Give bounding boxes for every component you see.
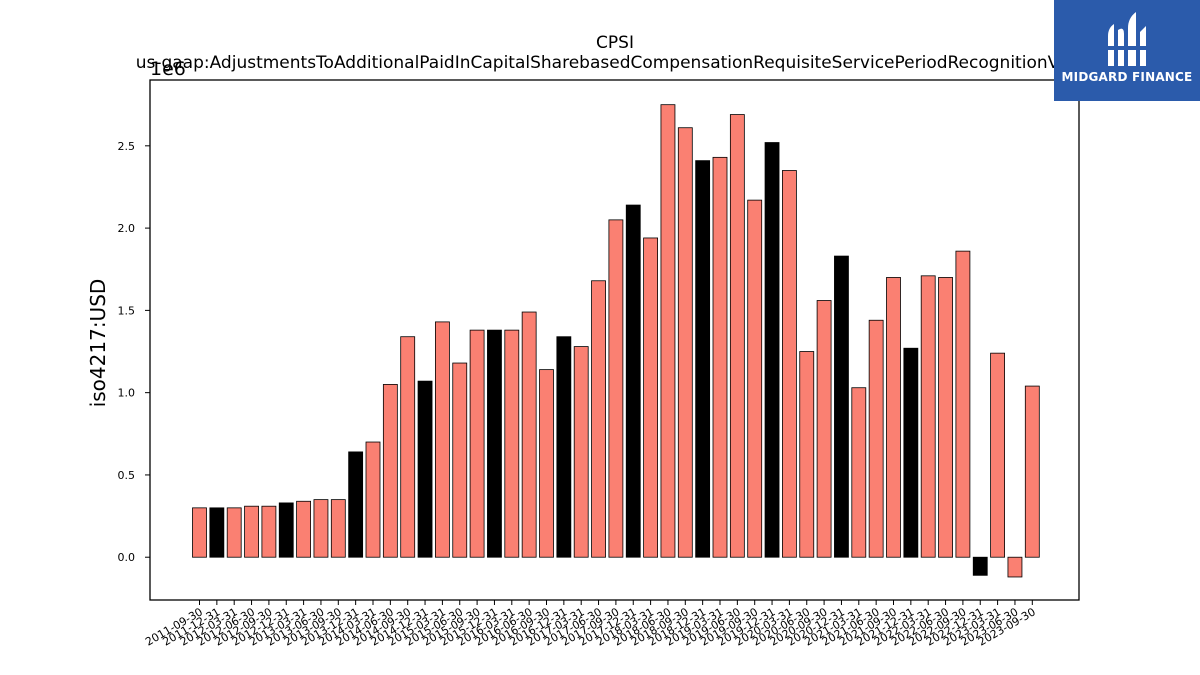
bar-2014-09-30: [400, 336, 416, 558]
chart-subtitle: us-gaap:AdjustmentsToAdditionalPaidInCap…: [136, 53, 1095, 73]
midgard-finance-logo: MIDGARD FINANCE: [1054, 0, 1200, 101]
bar-2021-12-31: [903, 347, 919, 558]
bar-2013-06-30: [313, 499, 329, 558]
bar-2020-06-30: [799, 351, 815, 558]
bar-2011-09-30: [192, 507, 207, 558]
bar-2017-12-31: [625, 204, 641, 558]
bar-2018-03-31: [643, 237, 658, 558]
bar-2020-09-30: [816, 300, 832, 558]
bar-2017-03-31: [573, 346, 589, 558]
bar-2021-06-30: [868, 319, 884, 558]
bar-2023-09-30: [1024, 385, 1040, 558]
bar-2014-06-30: [382, 384, 398, 558]
bar-2017-09-30: [608, 219, 624, 558]
bar-2018-12-31: [695, 160, 711, 558]
bar-2016-09-30: [539, 369, 554, 558]
bar-2015-09-30: [469, 329, 485, 558]
bar-2019-06-30: [729, 114, 745, 558]
bar-2014-03-31: [365, 441, 381, 558]
bar-2022-03-31: [920, 275, 936, 558]
bar-2016-03-31: [504, 329, 520, 558]
bar-2021-03-31: [851, 387, 867, 558]
bar-2015-12-31: [487, 329, 502, 558]
y-tick-label: 0.5: [118, 469, 136, 482]
bar-2020-12-31: [834, 255, 849, 558]
bar-2017-06-30: [591, 280, 606, 558]
bar-2012-03-31: [226, 507, 242, 558]
y-axis-ticks: 0.0 0.5 1.0 1.5 2.0 2.5: [118, 140, 150, 564]
bar-2023-06-30: [1007, 556, 1023, 578]
bar-2013-03-31: [296, 500, 312, 558]
x-axis-ticks: 2011-09-302011-12-312012-03-312012-06-30…: [143, 600, 1038, 649]
bar-2019-09-30: [747, 199, 763, 558]
bar-2011-12-31: [209, 507, 225, 558]
bar-2012-06-30: [244, 505, 259, 558]
bar-2018-09-30: [677, 127, 693, 558]
bars-group: [192, 104, 1040, 578]
bar-2022-09-30: [955, 250, 971, 558]
bar-2023-03-31: [990, 352, 1005, 558]
y-axis-scale-label: 1e6: [150, 58, 186, 80]
bar-2013-12-31: [348, 451, 364, 558]
logo-text: MIDGARD FINANCE: [1061, 70, 1193, 84]
y-tick-label: 1.0: [118, 387, 136, 400]
bar-2015-03-31: [434, 321, 450, 558]
chart-title: CPSI: [596, 33, 634, 53]
y-tick-label: 2.5: [118, 140, 136, 153]
bar-2016-06-30: [521, 311, 537, 558]
y-tick-label: 0.0: [118, 551, 136, 564]
bar-2020-03-31: [782, 170, 797, 558]
y-tick-label: 2.0: [118, 222, 136, 235]
y-axis-label: iso4217:USD: [86, 279, 110, 408]
y-tick-label: 1.5: [118, 304, 136, 317]
bar-2012-09-30: [261, 505, 277, 558]
plot-frame: [149, 79, 1080, 601]
bar-2022-06-30: [938, 277, 953, 558]
bar-2012-12-31: [278, 502, 294, 558]
bar-2013-09-30: [330, 499, 346, 558]
bar-2021-09-30: [886, 277, 901, 558]
bar-2019-03-31: [712, 156, 728, 558]
bar-2015-06-30: [452, 362, 468, 558]
bar-2014-12-31: [417, 380, 433, 558]
bar-2018-06-30: [660, 104, 676, 558]
bar-2016-12-31: [556, 336, 572, 558]
bar-2022-12-31: [972, 556, 988, 576]
midgard-m-logo-icon: [1108, 12, 1146, 67]
bar-2019-12-31: [764, 142, 780, 558]
